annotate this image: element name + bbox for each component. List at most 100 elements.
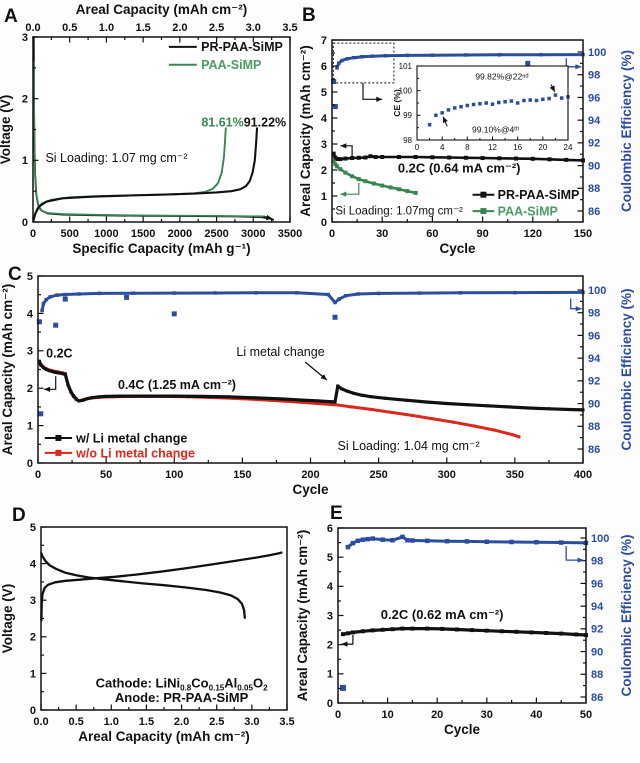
axes: 0 4 8 12 16 20 24 98 99 100 101 CE (%) xyxy=(392,62,573,152)
arrowhead xyxy=(575,306,582,312)
svg-text:0.0: 0.0 xyxy=(25,22,40,34)
svg-text:Areal Capacity (mAh cm⁻²): Areal Capacity (mAh cm⁻²) xyxy=(78,729,249,744)
svg-text:Si Loading: 1.07 mg cm⁻²: Si Loading: 1.07 mg cm⁻² xyxy=(45,151,187,165)
svg-text:99.10%@4ᵗʰ: 99.10%@4ᵗʰ xyxy=(472,125,519,135)
svg-text:5: 5 xyxy=(321,87,327,99)
svg-text:94: 94 xyxy=(591,601,604,613)
axes: 0 500 1000 1500 2000 2500 3000 3500 Specific Cap… xyxy=(0,2,302,256)
svg-text:7: 7 xyxy=(321,35,327,47)
arrowhead xyxy=(577,557,584,563)
svg-text:Anode: PR-PAA-SiMP: Anode: PR-PAA-SiMP xyxy=(115,690,249,705)
svg-text:90: 90 xyxy=(588,160,600,172)
svg-text:500: 500 xyxy=(61,228,79,240)
svg-text:3.5: 3.5 xyxy=(282,22,297,34)
svg-text:86: 86 xyxy=(588,206,600,218)
svg-text:6: 6 xyxy=(321,61,327,73)
svg-text:Specific Capacity (mAh g⁻¹): Specific Capacity (mAh g⁻¹) xyxy=(72,241,250,256)
svg-text:3.0: 3.0 xyxy=(246,22,261,34)
annotations: 0.2C (0.62 mA cm⁻²) xyxy=(341,546,584,647)
svg-text:3.5: 3.5 xyxy=(279,716,294,728)
annotations: 0.2C 0.4C (1.25 mA cm⁻²) Li metal change Si… xyxy=(44,298,582,453)
svg-text:0.4C (1.25 mA cm⁻²): 0.4C (1.25 mA cm⁻²) xyxy=(118,378,236,392)
panel-label-b: B xyxy=(302,5,316,26)
svg-text:98: 98 xyxy=(588,308,600,320)
arrowhead xyxy=(549,85,555,92)
svg-text:98: 98 xyxy=(588,70,600,82)
svg-text:0.0: 0.0 xyxy=(33,716,48,728)
svg-text:0: 0 xyxy=(329,228,335,240)
legend-item-paa-simp: PAA-SiMP xyxy=(168,58,261,72)
legend-item-w-li-metal-change: w/ Li metal change xyxy=(44,431,187,445)
svg-text:4: 4 xyxy=(440,143,445,152)
svg-text:30: 30 xyxy=(376,228,388,240)
svg-text:0: 0 xyxy=(30,228,36,240)
svg-text:2.0: 2.0 xyxy=(172,22,187,34)
plot-background xyxy=(41,527,287,710)
svg-text:3: 3 xyxy=(27,346,33,358)
arrowhead xyxy=(442,116,448,124)
series-coulombic-efficiency xyxy=(335,52,585,70)
svg-text:1500: 1500 xyxy=(131,228,155,240)
arrowhead xyxy=(341,641,348,647)
panel-e-chart: 0 10 20 30 40 50 Cycle 0 1 2 3 4 5 6 Areal Capacity (m… xyxy=(295,523,634,737)
svg-text:1000: 1000 xyxy=(94,228,118,240)
svg-text:100: 100 xyxy=(588,285,606,297)
panel-label-d: D xyxy=(12,505,26,526)
arrowhead xyxy=(575,64,582,70)
svg-text:12: 12 xyxy=(488,143,497,152)
svg-text:200: 200 xyxy=(301,469,319,481)
svg-text:Cycle: Cycle xyxy=(444,722,481,737)
svg-text:98: 98 xyxy=(591,556,603,568)
svg-text:4: 4 xyxy=(327,581,334,593)
arrowhead xyxy=(376,96,383,102)
plot-background xyxy=(33,37,290,222)
svg-text:30: 30 xyxy=(481,709,493,721)
svg-text:94: 94 xyxy=(588,353,601,365)
arrowhead xyxy=(44,386,51,392)
svg-text:1.0: 1.0 xyxy=(104,716,119,728)
svg-text:0: 0 xyxy=(321,217,327,229)
arrowhead xyxy=(340,191,347,197)
panel-label-c: C xyxy=(8,264,22,285)
svg-text:1: 1 xyxy=(22,155,28,167)
svg-text:2.5: 2.5 xyxy=(209,716,224,728)
axes: 0 50 100 150 200 250 300 350 400 Cycle 0 1 2 3 4 5 Areal… xyxy=(0,271,634,497)
svg-text:0: 0 xyxy=(22,217,28,229)
svg-text:98: 98 xyxy=(403,136,412,145)
svg-text:PR-PAA-SiMP: PR-PAA-SiMP xyxy=(498,188,580,202)
svg-text:101: 101 xyxy=(399,62,413,71)
svg-text:88: 88 xyxy=(588,421,600,433)
svg-text:0: 0 xyxy=(27,458,33,470)
arrowhead xyxy=(266,214,273,221)
svg-text:Coulombic Efficiency (%): Coulombic Efficiency (%) xyxy=(619,50,634,212)
svg-text:0.2C (0.64 mA cm⁻²): 0.2C (0.64 mA cm⁻²) xyxy=(398,161,521,176)
svg-text:350: 350 xyxy=(506,469,524,481)
arrowhead xyxy=(320,374,327,380)
svg-text:150: 150 xyxy=(574,228,592,240)
svg-text:92: 92 xyxy=(588,138,600,150)
svg-text:0: 0 xyxy=(335,709,341,721)
svg-text:24: 24 xyxy=(564,143,573,152)
annotations: 99.82%@22ⁿᵈ 99.10%@4ᵗʰ xyxy=(442,72,556,135)
svg-text:5: 5 xyxy=(327,552,333,564)
panel-label-e: E xyxy=(330,503,343,524)
legend-item-paa-simp: PAA-SiMP xyxy=(472,204,558,218)
svg-text:PAA-SiMP: PAA-SiMP xyxy=(201,58,261,72)
svg-text:400: 400 xyxy=(574,469,592,481)
svg-text:5: 5 xyxy=(30,522,36,534)
svg-text:92: 92 xyxy=(588,376,600,388)
svg-text:86: 86 xyxy=(588,444,600,456)
svg-text:20: 20 xyxy=(431,709,443,721)
svg-text:0: 0 xyxy=(415,143,420,152)
svg-text:1.5: 1.5 xyxy=(135,22,150,34)
svg-text:2: 2 xyxy=(321,165,327,177)
svg-text:Voltage (V): Voltage (V) xyxy=(0,584,15,654)
svg-text:5: 5 xyxy=(27,271,33,283)
svg-text:4: 4 xyxy=(321,113,328,125)
svg-text:Cycle: Cycle xyxy=(439,241,476,256)
svg-text:100: 100 xyxy=(399,86,413,95)
zoom-region-box xyxy=(332,42,395,84)
svg-text:100: 100 xyxy=(591,533,609,545)
